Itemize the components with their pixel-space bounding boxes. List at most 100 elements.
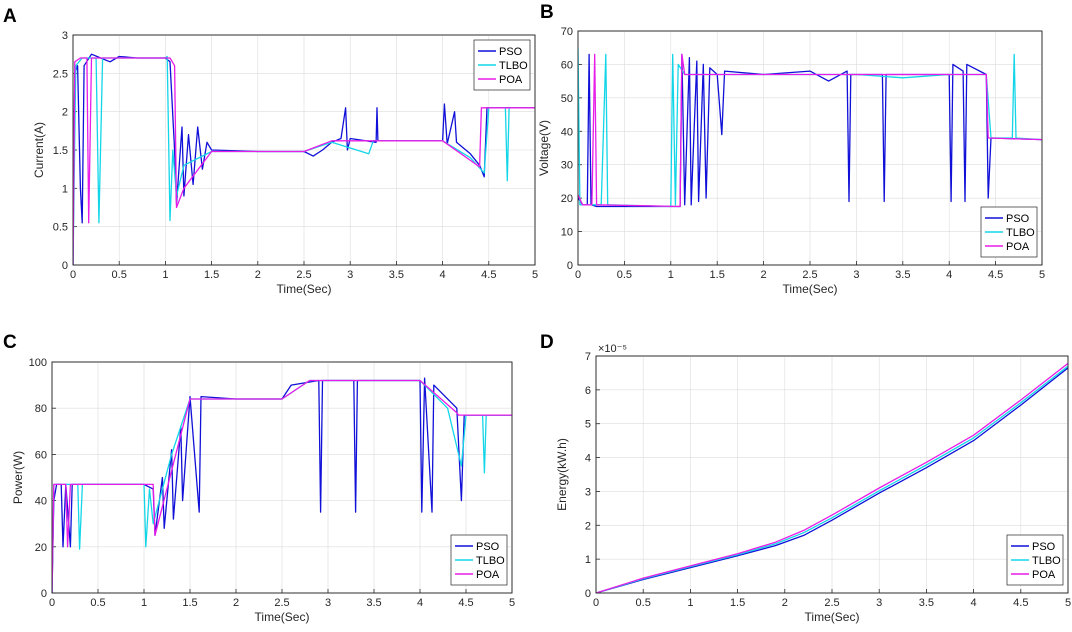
y-tick-label: 100 xyxy=(29,357,47,369)
x-tick-label: 0 xyxy=(593,597,599,609)
legend-label-tlbo: TLBO xyxy=(1006,227,1035,239)
x-axis-label: Time(Sec) xyxy=(277,282,332,296)
panel-letter: C xyxy=(3,332,17,353)
y-tick-label: 0 xyxy=(567,260,573,272)
x-tick-label: 1 xyxy=(687,597,693,609)
series-line-poa xyxy=(578,53,1042,208)
legend-label-tlbo: TLBO xyxy=(476,555,505,567)
y-tick-label: 2 xyxy=(62,107,68,119)
x-tick-label: 2 xyxy=(782,597,788,609)
x-tick-label: 2 xyxy=(761,269,767,281)
legend-label-poa: POA xyxy=(1032,569,1056,581)
x-axis-label: Time(Sec) xyxy=(783,282,838,296)
y-tick-label: 20 xyxy=(561,193,573,205)
series-line-pso xyxy=(596,367,1068,593)
legend-label-pso: PSO xyxy=(499,46,523,58)
x-tick-label: 3.5 xyxy=(919,597,934,609)
chart-panel-a: A 0 0.5 1 1.5 2 2.5 3 3.5 4 4.5 5 0 0.5 1 1.5 2 2.5 3 Time(… xyxy=(3,6,538,296)
y-tick-label: 40 xyxy=(35,496,47,508)
y-tick-label: 0 xyxy=(585,588,591,600)
x-tick-label: 3.5 xyxy=(389,269,404,281)
plot-border xyxy=(51,361,513,594)
y-tick-label: 60 xyxy=(561,59,573,71)
x-tick-label: 0.5 xyxy=(617,269,632,281)
legend-label-pso: PSO xyxy=(1006,213,1030,225)
legend: PSO TLBO POA xyxy=(450,534,508,586)
x-tick-label: 2.5 xyxy=(802,269,817,281)
x-tick-label: 1.5 xyxy=(182,597,197,609)
legend-label-pso: PSO xyxy=(476,541,500,553)
legend-box xyxy=(1006,534,1064,586)
x-tick-label: 4 xyxy=(971,597,977,609)
y-tick-label: 0.5 xyxy=(53,222,68,234)
x-tick-label: 1 xyxy=(162,269,168,281)
y-tick-label: 60 xyxy=(35,449,47,461)
legend: PSO TLBO POA xyxy=(1006,534,1064,586)
x-tick-label: 0.5 xyxy=(636,597,651,609)
y-tick-label: 1 xyxy=(62,183,68,195)
y-tick-label: 40 xyxy=(561,126,573,138)
x-axis-label: Time(Sec) xyxy=(805,610,860,624)
legend-label-tlbo: TLBO xyxy=(499,60,528,72)
x-tick-label: 4.5 xyxy=(988,269,1003,281)
x-tick-label: 2 xyxy=(233,597,239,609)
x-tick-label: 3.5 xyxy=(895,269,910,281)
x-tick-label: 2.5 xyxy=(824,597,839,609)
panel-letter: D xyxy=(540,332,554,353)
chart-panel-c: C 0 0.5 1 1.5 2 2.5 3 3.5 4 4.5 5 0 20 40 60 80 100 Time(S… xyxy=(3,332,515,624)
x-tick-label: 4 xyxy=(946,269,952,281)
y-tick-label: 0 xyxy=(41,588,47,600)
legend-label-poa: POA xyxy=(499,74,523,86)
x-tick-label: 2.5 xyxy=(274,597,289,609)
x-tick-label: 5 xyxy=(1039,269,1045,281)
plot-border xyxy=(577,30,1043,266)
x-tick-label: 3.5 xyxy=(366,597,381,609)
y-tick-label: 10 xyxy=(561,227,573,239)
x-tick-label: 1.5 xyxy=(730,597,745,609)
series-line-tlbo xyxy=(596,365,1068,593)
y-tick-label: 20 xyxy=(35,542,47,554)
legend-label-tlbo: TLBO xyxy=(1032,555,1061,567)
y-tick-label: 7 xyxy=(585,351,591,363)
y-tick-label: 1.5 xyxy=(53,145,68,157)
x-tick-label: 3 xyxy=(347,269,353,281)
y-tick-label: 3 xyxy=(585,486,591,498)
x-tick-label: 1 xyxy=(141,597,147,609)
x-tick-label: 3 xyxy=(853,269,859,281)
y-axis-label: Current(A) xyxy=(32,122,46,178)
y-tick-label: 4 xyxy=(585,453,591,465)
x-tick-label: 3 xyxy=(325,597,331,609)
x-tick-label: 1.5 xyxy=(710,269,725,281)
legend-label-poa: POA xyxy=(476,569,500,581)
legend: PSO TLBO POA xyxy=(473,39,531,91)
x-tick-label: 0 xyxy=(49,597,55,609)
x-tick-label: 4.5 xyxy=(481,269,496,281)
x-tick-label: 1.5 xyxy=(204,269,219,281)
y-tick-label: 3 xyxy=(62,30,68,42)
x-axis-label: Time(Sec) xyxy=(255,610,310,624)
y-axis-label: Energy(kW.h) xyxy=(555,438,569,511)
panel-letter: B xyxy=(540,2,554,23)
legend-label-pso: PSO xyxy=(1032,541,1056,553)
legend: PSO TLBO POA xyxy=(980,206,1038,258)
y-tick-label: 1 xyxy=(585,554,591,566)
x-tick-label: 5 xyxy=(532,269,538,281)
y-tick-label: 2.5 xyxy=(53,68,68,80)
y-tick-label: 70 xyxy=(561,26,573,38)
x-tick-label: 3 xyxy=(876,597,882,609)
x-tick-label: 0 xyxy=(70,269,76,281)
y-tick-label: 50 xyxy=(561,93,573,105)
x-tick-label: 2.5 xyxy=(296,269,311,281)
y-tick-label: 0 xyxy=(62,260,68,272)
plot-border xyxy=(595,355,1069,594)
x-tick-label: 5 xyxy=(509,597,515,609)
series-line-poa xyxy=(596,362,1068,593)
chart-panel-b: B0 0.5 1 1.5 2 2.5 3 3.5 4 4.5 5010203040506070Tim… xyxy=(537,2,1045,296)
x-tick-label: 4.5 xyxy=(1013,597,1028,609)
chart-panel-d: D 0 0.5 1 1.5 2 2.5 3 3.5 4 4.5 5 0 1 2 3 4 5 6 7 Time(Sec) E… xyxy=(540,332,1071,624)
y-axis-label: Voltage(V) xyxy=(537,120,551,176)
series-line-pso xyxy=(52,377,512,593)
x-tick-label: 2 xyxy=(255,269,261,281)
y-tick-label: 30 xyxy=(561,160,573,172)
